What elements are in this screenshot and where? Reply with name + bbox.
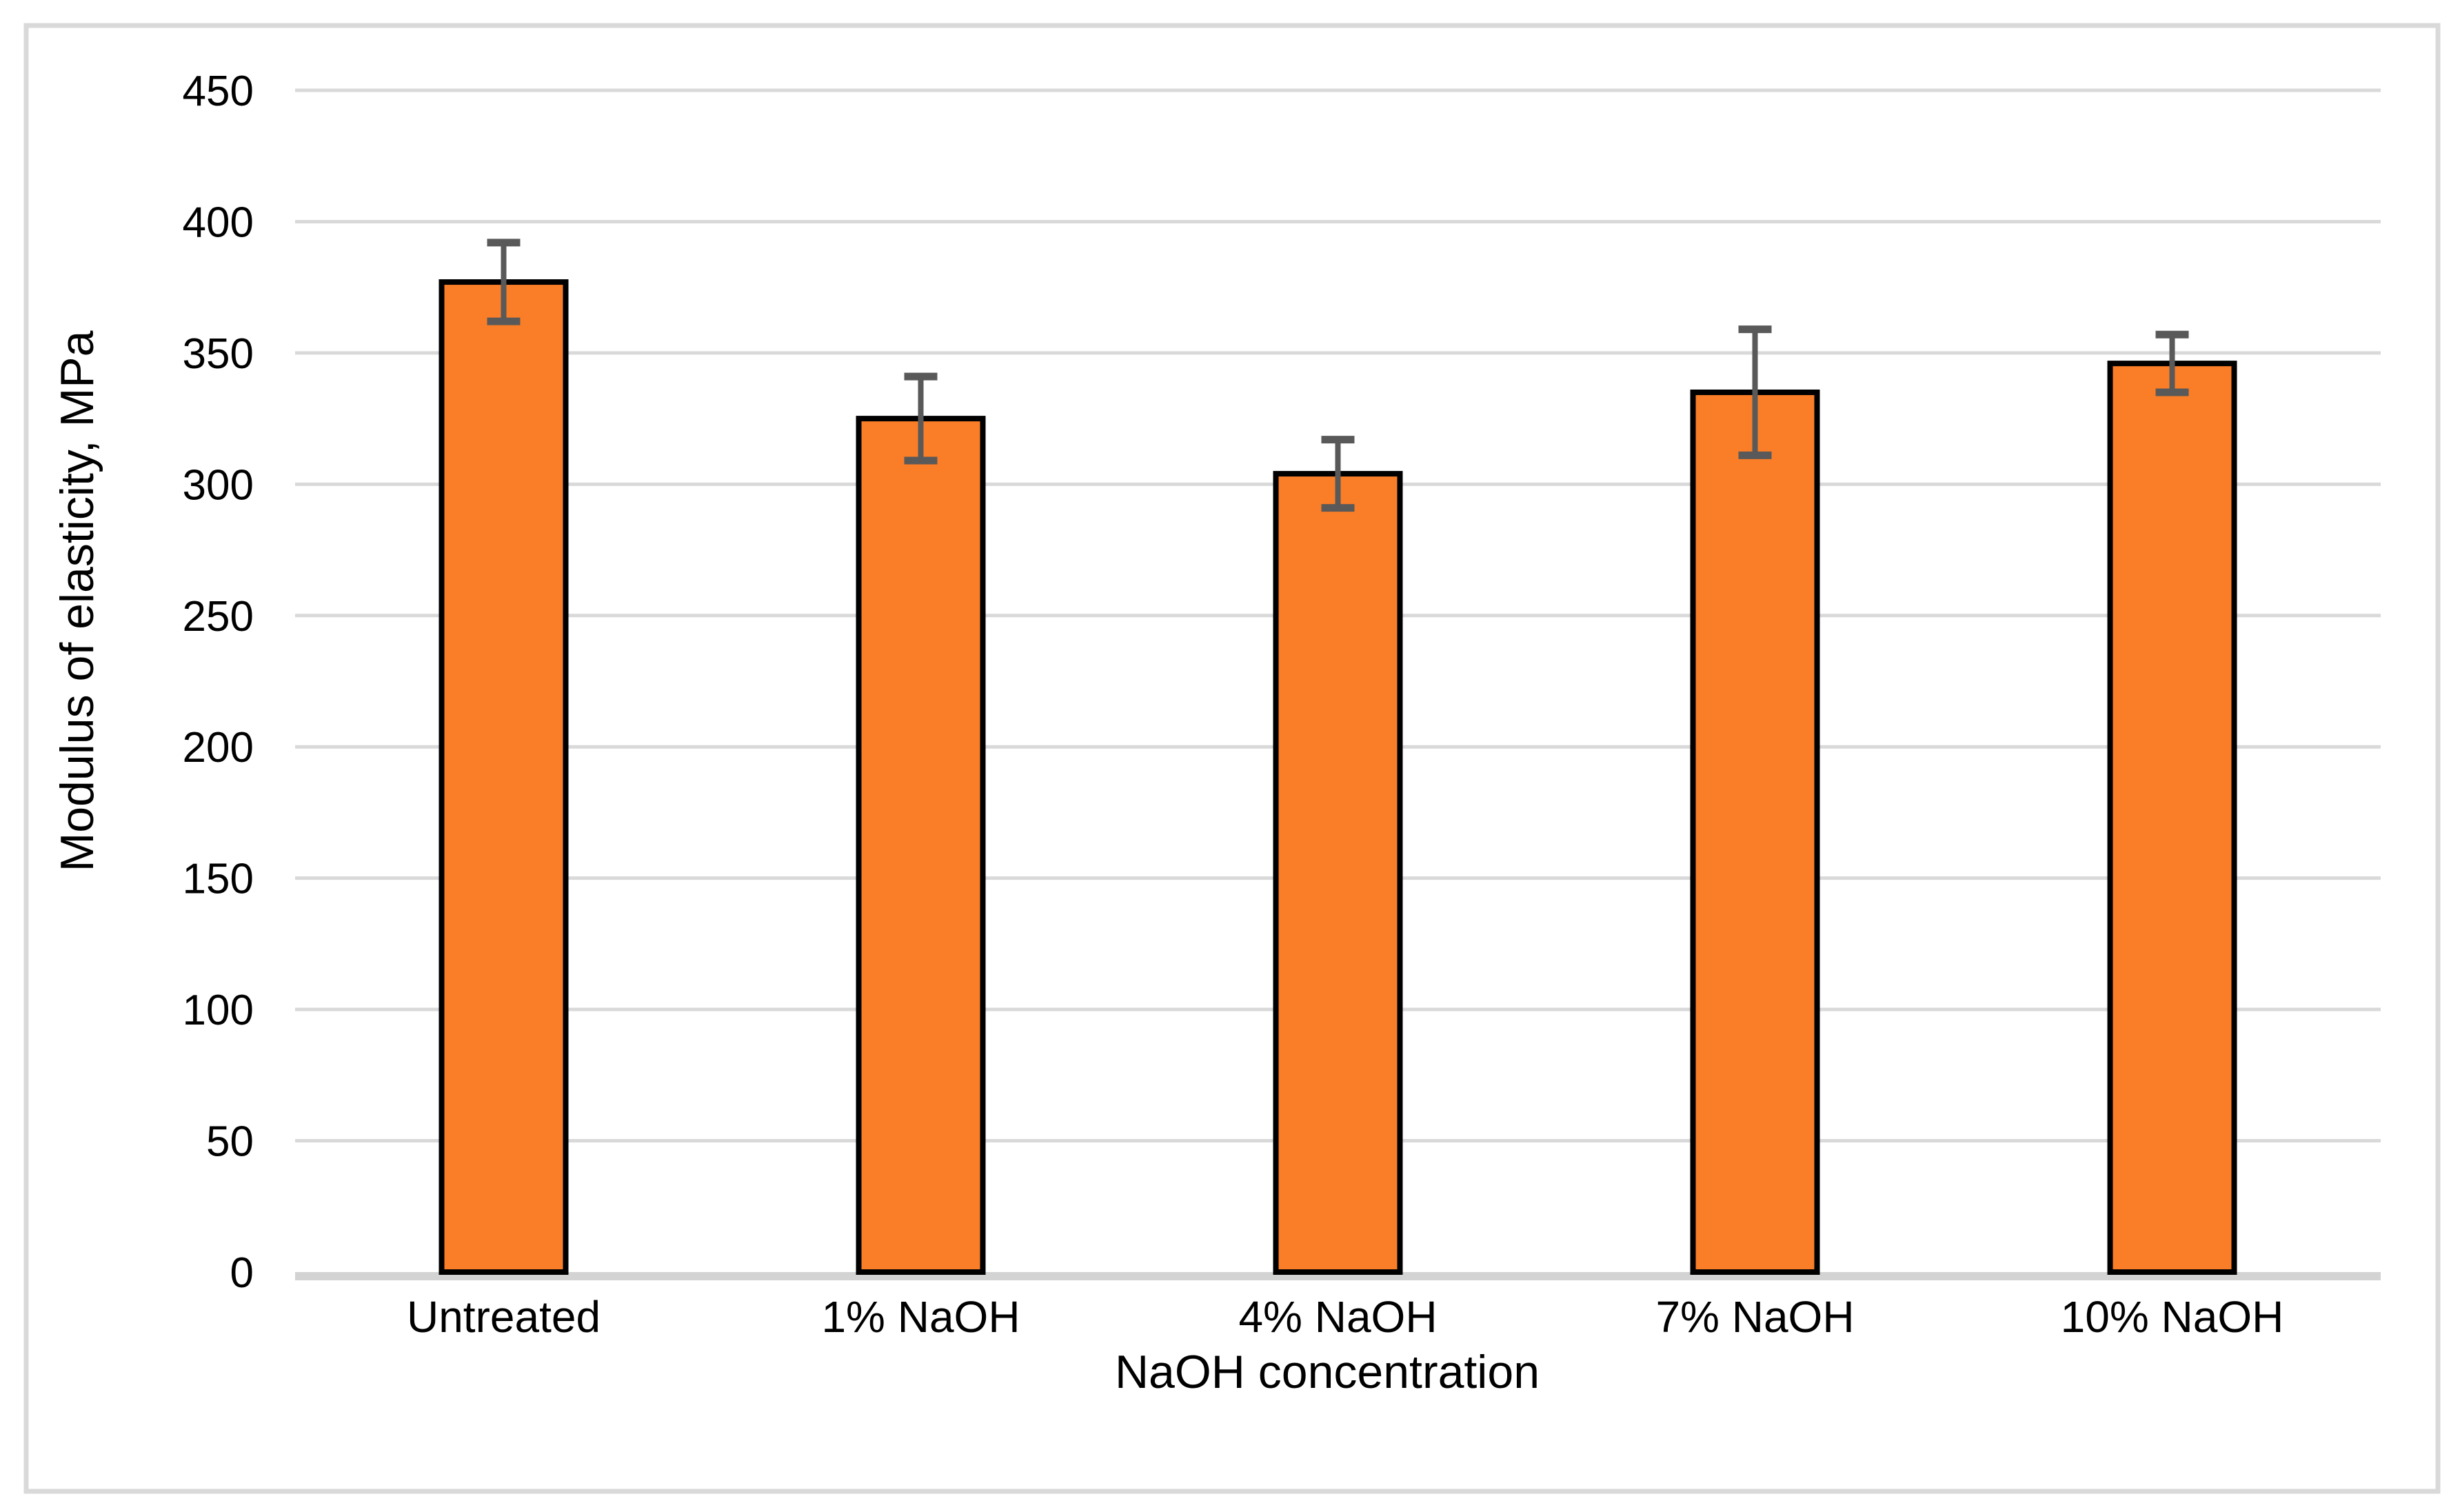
y-tick-label: 350 [183,330,254,378]
y-tick-label: 250 [183,593,254,641]
y-tick-label: 100 [183,987,254,1034]
bar-7-naoh [1690,390,1820,1275]
x-category-label: Untreated [407,1292,601,1342]
y-axis-title: Modulus of elasticity, MPa [51,330,103,871]
y-tick-label: 200 [183,724,254,772]
x-category-label: 4% NaOH [1238,1292,1437,1342]
error-bars [487,239,2189,512]
x-category-label: 10% NaOH [2061,1292,2284,1342]
bar-10-naoh [2107,361,2237,1276]
x-category-label: 7% NaOH [1655,1292,1854,1342]
bar-4-naoh [1273,471,1403,1275]
bar-untreated [438,279,569,1276]
y-tick-label: 50 [206,1118,254,1166]
y-axis-tick-labels: 450 400 350 300 250 200 150 100 50 0 [183,68,254,1297]
y-tick-label: 300 [183,461,254,509]
y-tick-label: 450 [183,68,254,115]
x-category-label: 1% NaOH [821,1292,1020,1342]
bar-series [438,279,2237,1276]
bar-1-naoh [856,416,986,1275]
x-axis-category-labels: Untreated 1% NaOH 4% NaOH 7% NaOH 10% NaOH [407,1292,2283,1342]
y-tick-label: 150 [183,856,254,903]
chart-outer-border [23,23,2441,1494]
x-axis-title: NaOH concentration [1115,1346,1540,1398]
y-tick-label: 0 [230,1249,254,1297]
y-tick-label: 400 [183,199,254,246]
